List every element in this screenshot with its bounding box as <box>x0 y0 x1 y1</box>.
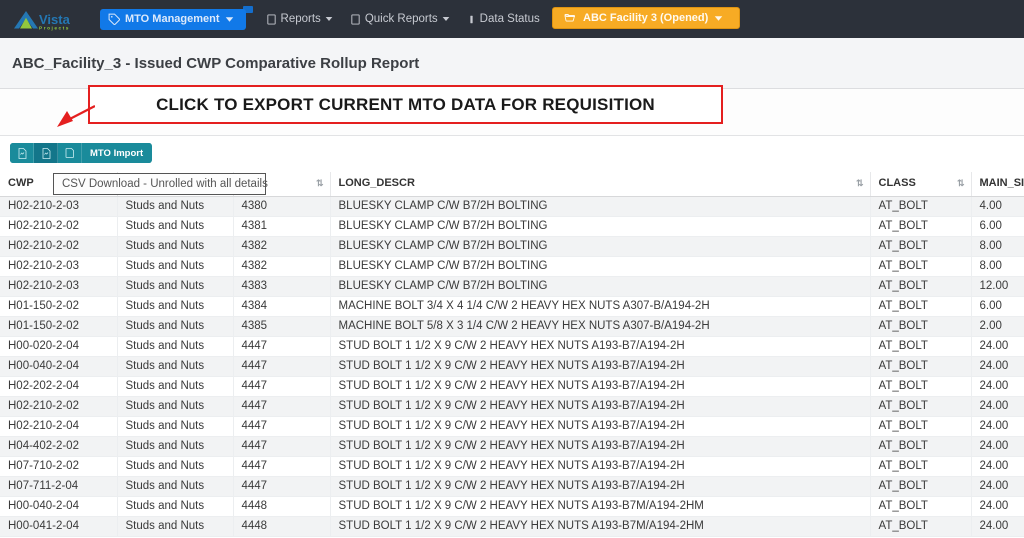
svg-text:Projects: Projects <box>39 25 70 31</box>
svg-text:Vista: Vista <box>39 12 71 27</box>
